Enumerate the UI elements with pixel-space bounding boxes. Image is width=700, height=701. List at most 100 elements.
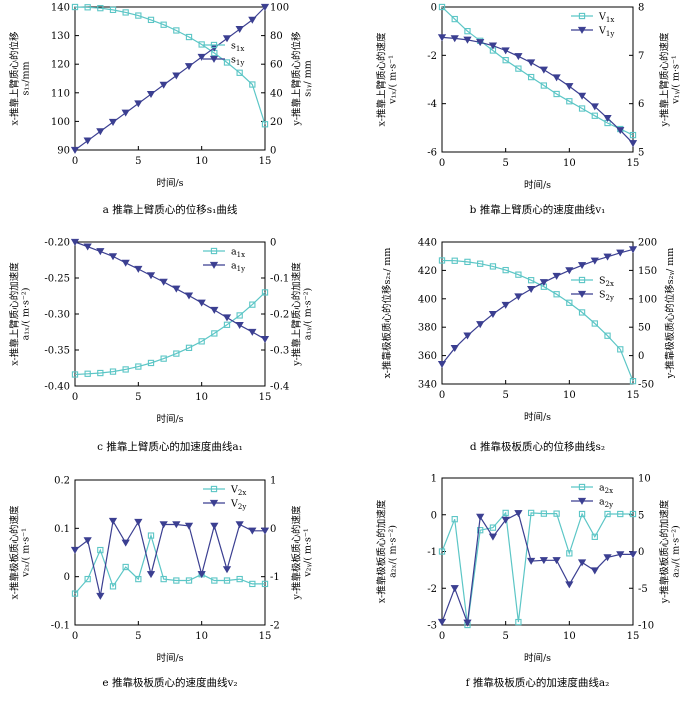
x-tick-label: 0 <box>439 390 445 401</box>
data-point <box>211 577 218 584</box>
y-left-tick-label: -0.25 <box>44 274 70 285</box>
data-point <box>477 527 484 534</box>
x-tick-label: 15 <box>259 392 272 403</box>
y-left-tick-label: -0.40 <box>44 382 70 393</box>
x-tick-label: 0 <box>72 392 78 403</box>
y-right-tick-label: 5 <box>638 510 644 521</box>
data-point <box>451 257 458 264</box>
data-point <box>173 577 180 584</box>
data-point <box>463 36 472 44</box>
data-point <box>108 253 118 261</box>
data-point <box>109 368 117 375</box>
y-left-tick-label: -3 <box>427 621 437 632</box>
x-tick-label: 10 <box>195 156 208 167</box>
y-right-tick-label: 100 <box>638 294 657 305</box>
x-axis-label: 时间/s <box>524 411 551 423</box>
data-point <box>134 265 143 273</box>
data-point <box>437 34 447 42</box>
data-point <box>464 28 471 35</box>
data-point <box>109 583 117 590</box>
data-point <box>553 510 560 517</box>
data-point <box>616 127 625 135</box>
data-point <box>172 285 181 293</box>
y-left-tick-label: 360 <box>418 351 437 362</box>
data-point <box>173 27 180 34</box>
y-right-tick-label: -0.3 <box>270 346 289 357</box>
data-point <box>172 521 181 529</box>
x-tick-label: 0 <box>72 156 78 167</box>
data-point <box>210 522 219 530</box>
data-point <box>616 551 625 559</box>
data-point <box>70 238 80 246</box>
data-point <box>70 546 80 554</box>
legend-marker <box>209 261 219 269</box>
legend-marker <box>210 485 218 493</box>
data-point <box>108 118 118 126</box>
data-point <box>451 516 458 523</box>
data-point <box>515 65 522 72</box>
data-point <box>198 338 205 345</box>
y-right-tick-label: -0.1 <box>270 274 289 285</box>
data-point <box>83 137 92 145</box>
plot-frame <box>74 6 266 151</box>
y-right-tick-label: -0.4 <box>270 382 289 393</box>
y-left-tick-label: -0.35 <box>44 346 70 357</box>
data-point <box>135 12 142 19</box>
data-point <box>527 73 535 81</box>
data-point <box>488 533 498 541</box>
data-point <box>97 4 104 12</box>
legend-label: s1y <box>231 55 244 68</box>
data-point <box>476 513 485 521</box>
data-point <box>464 258 471 266</box>
data-point <box>122 563 129 571</box>
y-left-axis-label: x-推靠极板质心的位移s₂ₓ/ mm <box>381 248 393 379</box>
data-point <box>96 128 105 136</box>
legend-label: a1x <box>231 247 245 260</box>
data-point <box>122 366 129 373</box>
y-right-tick-label: 7 <box>638 51 644 62</box>
data-point <box>146 571 156 579</box>
data-point <box>540 82 548 89</box>
data-point <box>515 271 522 278</box>
data-point <box>527 509 535 517</box>
data-point <box>84 575 91 583</box>
y-left-tick-label: 380 <box>418 323 437 334</box>
data-point <box>514 53 523 61</box>
y-right-tick-label: 50 <box>638 323 651 334</box>
data-point <box>553 90 560 98</box>
legend-marker <box>209 499 219 507</box>
data-point <box>566 299 573 306</box>
data-point <box>502 266 509 274</box>
data-point <box>590 567 599 575</box>
data-point <box>184 63 194 71</box>
chart-caption: f 推靠极板质心的加速度曲线a₂ <box>466 676 610 689</box>
series-line <box>441 512 633 624</box>
y-left-tick-label: -2 <box>427 51 437 62</box>
data-point <box>249 301 256 308</box>
x-tick-label: 10 <box>563 390 576 401</box>
data-point <box>502 57 509 64</box>
data-point <box>450 345 459 353</box>
y-right-tick-label: 5 <box>638 148 644 159</box>
legend-label: V1x <box>598 12 614 25</box>
data-point <box>185 33 193 41</box>
y-right-axis-label: y-推靠上臂质心的加速度a₁ᵧ/( m·s⁻²) <box>291 262 314 367</box>
legend-label: V2x <box>230 485 246 498</box>
data-point <box>97 546 104 554</box>
data-point <box>603 253 612 261</box>
data-point <box>590 257 599 265</box>
data-point <box>197 571 206 579</box>
series-s1y <box>70 3 270 154</box>
series-line <box>74 533 265 594</box>
y-right-tick-label: 100 <box>270 3 289 14</box>
data-point <box>172 72 181 80</box>
data-point <box>122 9 129 16</box>
data-point <box>616 249 625 257</box>
data-point <box>628 140 638 148</box>
legend-marker <box>578 276 586 284</box>
data-point <box>147 16 155 24</box>
